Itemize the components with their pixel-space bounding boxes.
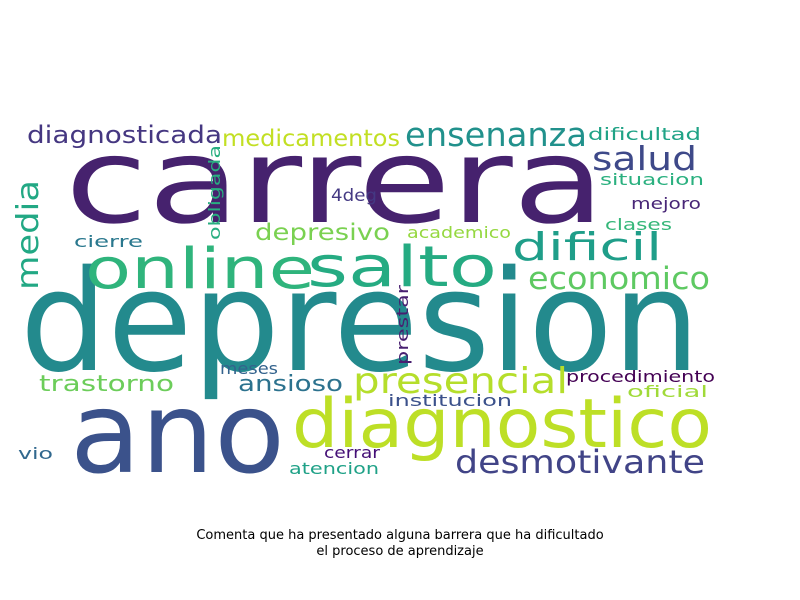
word-cierre: cierre xyxy=(74,232,143,251)
word-depresivo: depresivo xyxy=(255,220,390,246)
word-vio: vio xyxy=(18,444,53,463)
word-ensenanza: ensenanza xyxy=(405,115,587,154)
word-trastorno: trastorno xyxy=(39,372,174,397)
word-diagnostico: diagnostico xyxy=(292,385,712,464)
word-media: media xyxy=(11,180,46,290)
word-salto: salto xyxy=(307,235,497,300)
word-salud: salud xyxy=(592,139,697,178)
word-oficial: oficial xyxy=(627,382,708,401)
word-presencial: presencial xyxy=(353,361,568,402)
word-dificil: dificil xyxy=(512,225,662,269)
word-diagnosticada: diagnosticada xyxy=(27,121,222,149)
word-online: online xyxy=(85,237,315,302)
figure-caption: Comenta que ha presentado alguna barrera… xyxy=(0,528,800,560)
word-prestar: prestar xyxy=(393,284,412,365)
word-meses: meses xyxy=(220,359,278,378)
word-ano: ano xyxy=(70,369,285,499)
word-depresion: depresion xyxy=(20,241,700,404)
word-situacion: situacion xyxy=(600,170,704,189)
word-dificultad: dificultad xyxy=(588,125,701,145)
caption-line-2: el proceso de aprendizaje xyxy=(316,544,484,559)
word-desmotivante: desmotivante xyxy=(455,443,705,481)
word-procedimiento: procedimiento xyxy=(566,367,715,386)
word-obligada: obligada xyxy=(205,145,224,240)
word-medicamentos: medicamentos xyxy=(222,126,400,152)
word-institucion: institucion xyxy=(388,391,512,410)
word-carrera: carrera xyxy=(65,112,605,250)
caption-line-1: Comenta que ha presentado alguna barrera… xyxy=(196,528,604,543)
word-clases: clases xyxy=(605,215,672,234)
word-mejoro: mejoro xyxy=(631,194,701,213)
word-cerrar: cerrar xyxy=(324,443,380,462)
word-4deg: 4deg xyxy=(331,186,377,206)
word-academico: academico xyxy=(407,223,511,242)
word-atencion: atencion xyxy=(289,459,379,478)
word-ansioso: ansioso xyxy=(238,372,343,397)
word-economico: economico xyxy=(528,261,710,297)
